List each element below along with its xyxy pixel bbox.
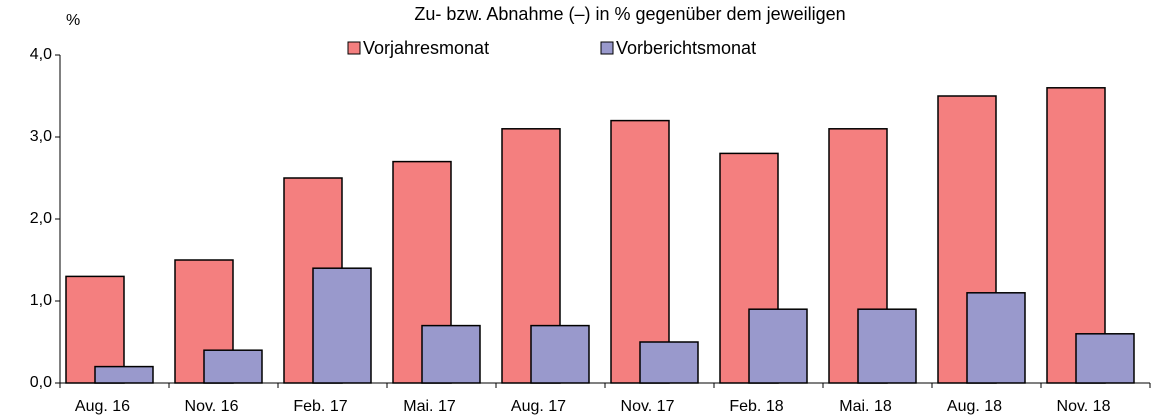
bar bbox=[530, 324, 590, 384]
x-tick-label: Aug. 17 bbox=[511, 398, 566, 415]
bar bbox=[203, 349, 263, 384]
legend-swatch bbox=[347, 41, 361, 55]
bar bbox=[94, 365, 154, 384]
bar bbox=[748, 308, 808, 384]
bar bbox=[639, 341, 699, 384]
y-tick-label: 1,0 bbox=[30, 292, 52, 309]
y-axis-label: % bbox=[66, 12, 80, 29]
bar bbox=[857, 308, 917, 384]
legend-swatch bbox=[600, 41, 614, 55]
bar bbox=[421, 324, 481, 384]
bar bbox=[610, 119, 670, 384]
x-tick-label: Aug. 16 bbox=[75, 398, 130, 415]
bar bbox=[65, 275, 125, 384]
legend-label: Vorberichtsmonat bbox=[616, 38, 756, 58]
x-tick-label: Aug. 18 bbox=[947, 398, 1002, 415]
bar bbox=[1075, 333, 1135, 384]
x-tick-label: Mai. 18 bbox=[839, 398, 892, 415]
y-tick-label: 4,0 bbox=[30, 46, 52, 63]
y-tick-label: 3,0 bbox=[30, 128, 52, 145]
legend-label: Vorjahresmonat bbox=[363, 38, 489, 58]
x-tick-label: Nov. 17 bbox=[621, 398, 675, 415]
x-tick-label: Mai. 17 bbox=[403, 398, 456, 415]
y-tick-label: 0,0 bbox=[30, 374, 52, 391]
bar bbox=[312, 267, 372, 384]
x-tick-label: Feb. 18 bbox=[729, 398, 783, 415]
y-tick-label: 2,0 bbox=[30, 210, 52, 227]
x-tick-label: Nov. 18 bbox=[1057, 398, 1111, 415]
chart-title: Zu- bzw. Abnahme (–) in % gegenüber dem … bbox=[414, 4, 845, 24]
x-tick-label: Nov. 16 bbox=[185, 398, 239, 415]
bar bbox=[966, 292, 1026, 384]
x-tick-label: Feb. 17 bbox=[293, 398, 347, 415]
